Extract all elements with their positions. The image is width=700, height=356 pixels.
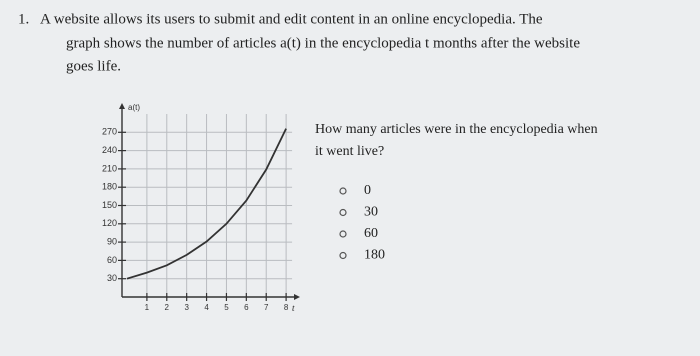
- x-tick-label: 4: [204, 303, 209, 312]
- y-tick-label: 150: [102, 200, 117, 210]
- question-line: A website allows its users to submit and…: [40, 11, 543, 27]
- y-axis-label: a(t): [128, 103, 140, 112]
- x-tick-label: 8: [284, 303, 289, 312]
- radio-button[interactable]: [339, 230, 347, 238]
- radio-button[interactable]: [339, 251, 347, 260]
- y-tick-label: 90: [107, 236, 117, 246]
- x-tick-label: 6: [244, 303, 249, 312]
- chart: 30 60 90 120 150 180 210 240 270 1 2 3 4 5 6 7 8 a(t) t: [102, 103, 300, 313]
- data-line: [126, 128, 287, 280]
- option-label[interactable]: 0: [364, 183, 371, 198]
- y-arrow: [119, 103, 125, 109]
- x-tick-label: 1: [145, 303, 150, 312]
- question-line: graph shows the number of articles a(t) …: [66, 35, 580, 51]
- x-tick-label: 7: [264, 303, 269, 312]
- option-label[interactable]: 60: [364, 226, 378, 241]
- option-label[interactable]: 30: [364, 205, 378, 220]
- y-tick-label: 60: [107, 255, 117, 265]
- y-tick-label: 30: [107, 273, 117, 283]
- option-label[interactable]: 180: [364, 248, 385, 263]
- y-tick-label: 120: [102, 218, 117, 228]
- x-tick-label: 5: [224, 303, 229, 312]
- y-tick-label: 240: [102, 145, 117, 155]
- y-tick-label: 270: [102, 127, 117, 137]
- x-tick-label: 2: [165, 303, 170, 312]
- x-axis-label: t: [292, 303, 295, 313]
- y-tick-label: 180: [102, 182, 117, 192]
- prompt-line: How many articles were in the encycloped…: [315, 122, 598, 137]
- y-tick-label: 210: [102, 163, 117, 173]
- x-tick-label: 3: [184, 303, 189, 312]
- options: 0 30 60 180: [339, 183, 385, 263]
- radio-button[interactable]: [339, 208, 347, 217]
- radio-button[interactable]: [339, 187, 347, 195]
- question-number: 1.: [18, 11, 29, 27]
- question-line: goes life.: [66, 58, 121, 74]
- prompt-line: it went live?: [315, 144, 384, 159]
- x-arrow: [294, 294, 300, 300]
